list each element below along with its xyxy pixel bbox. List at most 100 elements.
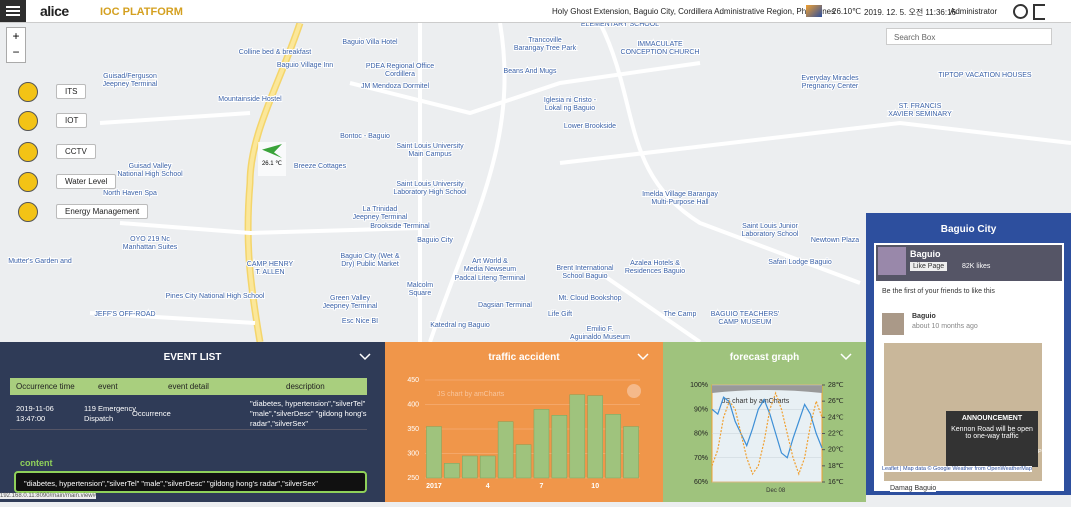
map-label: The Camp: [664, 311, 697, 318]
map-label: Laboratory School: [742, 231, 799, 238]
attribution-text: Leaflet | Map data ©: [882, 466, 932, 472]
weather-value: 26.1 ℃: [261, 161, 283, 167]
settings-icon[interactable]: [1013, 4, 1028, 19]
map-label: Katedral ng Baguio: [430, 322, 490, 329]
post-avatar: [882, 313, 904, 335]
menu-energy[interactable]: Energy Management: [16, 202, 166, 222]
map-label: OYO 219 Nc: [130, 236, 170, 243]
map-label: Manhattan Suites: [123, 244, 178, 251]
announcement-title: ANNOUNCEMENT: [961, 415, 1023, 422]
map-label: Baguio City: [417, 237, 453, 244]
event-list-panel: EVENT LIST Occurrence time event event d…: [0, 342, 385, 502]
map-label: Colline bed & breakfast: [239, 49, 311, 56]
facebook-panel: Baguio City Baguio Like Page 82K likes B…: [866, 213, 1071, 495]
temperature: 26.10℃: [832, 7, 862, 16]
map-label: Mt. Cloud Bookshop: [558, 295, 621, 302]
map-label: North Haven Spa: [103, 190, 157, 197]
panel-title: forecast graph: [729, 352, 800, 363]
map-label: Imelda Village Barangay: [642, 191, 718, 198]
post-image: ANNOUNCEMENT Kennon Road will be open to…: [884, 343, 1042, 481]
menu-cctv[interactable]: CCTV: [16, 142, 166, 162]
map-label: La Trinidad: [363, 206, 398, 213]
cell: 2019-11-06 13:47:00: [16, 404, 54, 423]
permalink[interactable]: Permalink: [1038, 449, 1063, 455]
menu-label: IOT: [56, 113, 88, 128]
map-label: Pines City National High School: [166, 293, 265, 300]
map-label: Main Campus: [408, 151, 452, 158]
announcement: ANNOUNCEMENT Kennon Road will be open to…: [946, 411, 1038, 467]
column-header: description: [286, 382, 325, 391]
logo: alice: [40, 3, 69, 19]
map-label: Art World &: [472, 258, 508, 265]
menu-its[interactable]: ITS: [16, 82, 166, 102]
map-label: Lower Brookside: [564, 123, 616, 130]
panel-title: traffic accident: [488, 352, 560, 363]
column-header: event detail: [168, 382, 209, 391]
zoom-control: + −: [6, 27, 26, 63]
content-label: content: [20, 458, 53, 468]
google: Google: [933, 466, 951, 472]
menu-label: Energy Management: [56, 204, 149, 219]
forecast-panel: forecast graph: [663, 342, 866, 502]
like-button[interactable]: Like Page: [910, 262, 948, 271]
menu-label: CCTV: [56, 144, 96, 159]
avatar: [878, 247, 906, 275]
menu-water-level[interactable]: Water Level: [16, 172, 166, 192]
cell: 119 Emergency Dispatch: [84, 404, 136, 423]
map-label: ST. FRANCIS: [899, 103, 942, 110]
map-label: PDEA Regional Office: [366, 63, 434, 70]
likes: 82K likes: [962, 263, 991, 270]
map-label: Aguinaldo Museum: [570, 334, 630, 341]
map-label: CONCEPTION CHURCH: [621, 49, 700, 56]
column-header: Occurrence time: [16, 382, 75, 391]
map-label: Guisad Valley: [129, 163, 172, 170]
map-label: JM Mendoza Dormitel: [361, 83, 430, 90]
zoom-out[interactable]: −: [12, 45, 20, 59]
map-label: Square: [409, 290, 432, 297]
panel-title: EVENT LIST: [163, 352, 222, 363]
map-label: Trancoville: [528, 37, 562, 44]
menu-label: ITS: [56, 84, 87, 99]
map-label: Green Valley: [330, 295, 370, 302]
table-header: Occurrence time event event detail descr…: [10, 378, 367, 395]
feed-footer: Damag Baguio: [890, 485, 937, 492]
map-label: Everyday Miracles: [801, 75, 859, 82]
map-label: Lokal ng Baguio: [545, 105, 595, 112]
status-url: 192.168.0.11:8090/main/main.view#: [0, 493, 96, 499]
map-label: Emilio F.: [587, 326, 614, 333]
map-label: Brookside Terminal: [370, 223, 430, 230]
map-label: JEFF'S OFF-ROAD: [94, 311, 155, 318]
friends-note: Be the first of your friends to like thi…: [882, 288, 995, 295]
product-name: IOC PLATFORM: [100, 6, 183, 18]
column-header: event: [98, 382, 118, 391]
map-label: Mountainside Hostel: [218, 96, 282, 103]
map-label: T. ALLEN: [255, 269, 284, 276]
search-box[interactable]: Search Box: [886, 28, 1052, 45]
map-label: Azalea Hotels &: [630, 260, 680, 267]
map-label: Mutter's Garden and: [8, 258, 72, 265]
map-label: Malcolm: [407, 282, 433, 289]
weather-credit: Weather from OpenWeatherMap: [952, 466, 1032, 472]
facebook-title: Baguio City: [940, 224, 997, 235]
weather-marker[interactable]: 26.1 ℃: [258, 142, 286, 176]
menu-button[interactable]: [0, 0, 26, 22]
traffic-panel: traffic accident: [385, 342, 663, 502]
map-label: School Baguio: [562, 273, 607, 280]
map-label: Pregnancy Center: [802, 83, 859, 90]
map-label: Life Gift: [548, 311, 572, 318]
map-label: Jeepney Terminal: [323, 303, 378, 310]
menu-iot[interactable]: IOT: [16, 111, 166, 131]
cover: [876, 245, 1062, 281]
datetime: 2019. 12. 5. 오전 11:36:16: [864, 8, 956, 17]
map-label: CAMP MUSEUM: [718, 319, 771, 326]
logout-icon[interactable]: [1033, 4, 1045, 20]
map-label: Dry) Public Market: [341, 261, 399, 268]
map-label: Guisad/Ferguson: [103, 73, 157, 80]
map-label: Brent International: [556, 265, 614, 272]
map-label: Laboratory High School: [393, 189, 467, 196]
map-label: Saint Louis University: [396, 181, 464, 188]
content-box: "diabetes, hypertension","silverTel" "ma…: [14, 471, 367, 493]
map-label: Saint Louis Junior: [742, 223, 798, 230]
zoom-in[interactable]: +: [12, 29, 20, 43]
